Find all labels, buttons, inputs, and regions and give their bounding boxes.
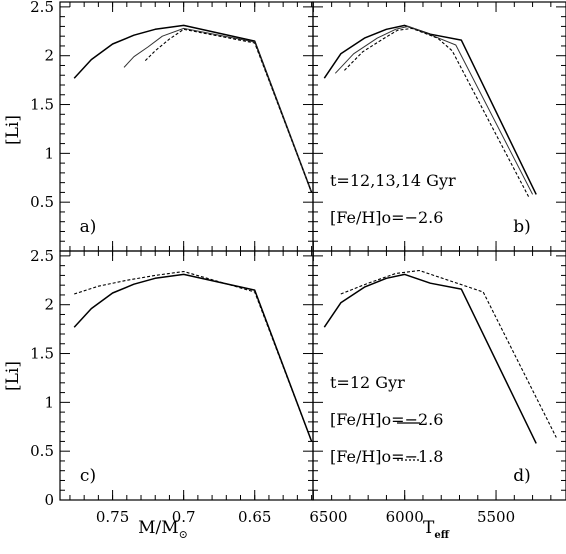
y-tick-label: 1: [44, 393, 54, 411]
x-axis-label-right-main: T: [423, 518, 435, 538]
x-tick-label: 0.75: [96, 508, 129, 526]
series-line-2: [344, 27, 530, 198]
series-line-0: [323, 273, 537, 444]
panel-3: 6500 6000 5500 d) t=12 Gyr [Fe/H]o=−2.6 [Fe/H]…: [309, 250, 566, 526]
y-tick-label: 0: [44, 491, 54, 509]
y-axis-label-bottom: [Li]: [3, 361, 23, 391]
y-tick-label: 1: [44, 144, 54, 162]
x-axis-label-left-main: M/M: [138, 518, 179, 538]
x-tick-label: 5500: [477, 508, 515, 526]
plot-layer: 0.5 1 1.5 2 2.5 a) b) t=12,13,14 Gyr [Fe/H]o=−2.…: [30, 0, 566, 526]
series-line-1: [340, 269, 557, 438]
annotation-text: [Fe/H]o=−1.8: [330, 447, 443, 466]
panel-frame: [59, 1, 314, 252]
y-tick-label: 2.5: [30, 0, 54, 16]
panel-label: a): [80, 217, 97, 237]
panel-label: c): [80, 466, 96, 486]
series-line-0: [73, 273, 313, 442]
x-tick-label: 0.7: [172, 508, 196, 526]
x-axis-label-left-sub: ⊙: [179, 528, 188, 541]
series-line-1: [123, 27, 313, 193]
annotation-text: t=12,13,14 Gyr: [330, 171, 456, 190]
x-axis-label-left: M/M⊙: [138, 518, 188, 541]
annotation-text: t=12 Gyr: [330, 373, 405, 392]
y-axis-label-top: [Li]: [3, 115, 23, 145]
x-tick-label: 6500: [309, 508, 347, 526]
panel-0: 0.5 1 1.5 2 2.5 a): [30, 0, 314, 252]
y-tick-label: 1.5: [30, 345, 54, 363]
panel-2: 0 0.5 1 1.5 2 2.5 0.75 0.7 0.65 c): [30, 247, 314, 526]
panel-label: b): [513, 217, 531, 237]
y-tick-label: 0.5: [30, 193, 54, 211]
panel-frame: [312, 250, 566, 501]
y-tick-label: 1.5: [30, 96, 54, 114]
panel-label: d): [513, 466, 531, 486]
y-tick-label: 2.5: [30, 247, 54, 265]
x-tick-label: 0.65: [238, 508, 271, 526]
series-line-0: [73, 24, 313, 193]
y-tick-label: 0.5: [30, 442, 54, 460]
y-tick-label: 2: [44, 47, 54, 65]
series-line-0: [323, 24, 537, 195]
x-axis-label-right-sub: eff: [434, 530, 449, 541]
series-line-1: [334, 25, 534, 195]
x-axis-label-right: Teff: [423, 518, 450, 541]
y-tick-label: 2: [44, 296, 54, 314]
x-tick-label: 6000: [386, 508, 424, 526]
annotation-text: [Fe/H]o=−2.6: [330, 208, 443, 227]
annotation-text: [Fe/H]o=−2.6: [330, 410, 443, 429]
series-line-2: [144, 28, 313, 193]
panel-1: b) t=12,13,14 Gyr [Fe/H]o=−2.6: [312, 1, 566, 252]
series-line-1: [74, 270, 313, 442]
panel-frame: [59, 250, 314, 501]
